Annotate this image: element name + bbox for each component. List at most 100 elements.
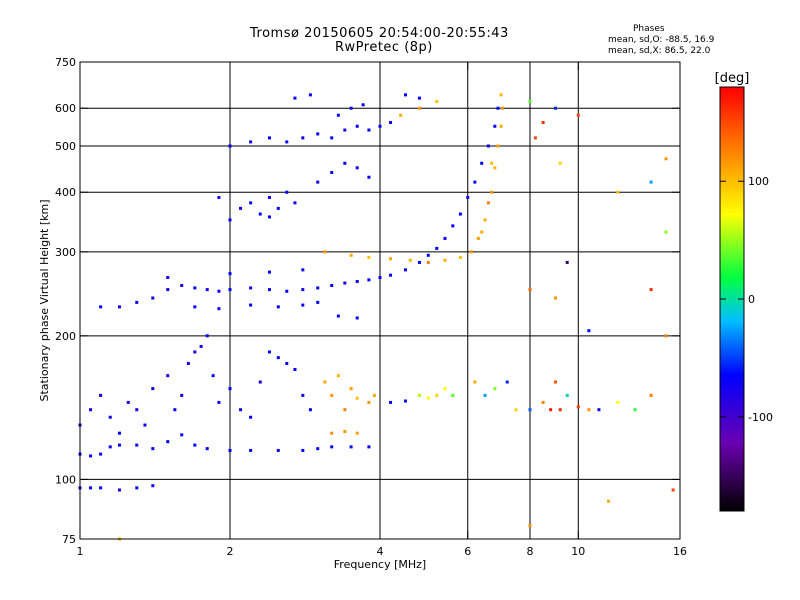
data-point <box>367 255 371 259</box>
data-point <box>501 106 505 110</box>
data-point <box>173 408 177 412</box>
data-point <box>343 161 347 165</box>
data-point <box>285 361 289 365</box>
data-point <box>473 180 477 184</box>
x-tick-label: 1 <box>77 545 84 558</box>
data-point <box>151 447 155 451</box>
y-tick-label: 300 <box>55 246 76 259</box>
data-point <box>664 334 668 338</box>
y-tick-label: 200 <box>55 330 76 343</box>
data-point <box>89 486 93 490</box>
data-point <box>193 286 197 290</box>
x-axis-label: Frequency [MHz] <box>334 558 426 571</box>
y-tick-label: 600 <box>55 102 76 115</box>
data-point <box>135 486 139 490</box>
data-point <box>308 93 312 97</box>
data-point <box>490 190 494 194</box>
colorbar: -100 0 100 [deg] <box>715 71 773 512</box>
data-point <box>316 300 320 304</box>
data-point <box>166 276 170 280</box>
data-point <box>186 361 190 365</box>
colorbar-tick-label: 0 <box>748 293 755 306</box>
data-point <box>378 124 382 128</box>
data-point <box>367 400 371 404</box>
data-point <box>228 387 232 391</box>
data-point <box>217 307 221 311</box>
data-point <box>565 393 569 397</box>
data-point <box>267 195 271 199</box>
data-point <box>403 268 407 272</box>
data-point <box>426 396 430 400</box>
data-point <box>117 305 121 309</box>
data-point <box>576 113 580 117</box>
data-point <box>276 448 280 452</box>
data-point <box>355 396 359 400</box>
data-point <box>389 273 393 277</box>
data-point <box>486 144 490 148</box>
data-point <box>205 334 209 338</box>
colorbar-tick-label: 100 <box>748 175 769 188</box>
data-point <box>458 212 462 216</box>
data-point <box>211 374 215 378</box>
data-point <box>89 454 93 458</box>
data-point <box>576 405 580 409</box>
data-point <box>355 279 359 283</box>
data-point <box>193 443 197 447</box>
data-point <box>228 288 232 292</box>
data-point <box>336 113 340 117</box>
data-point <box>480 230 484 234</box>
data-point <box>249 448 253 452</box>
data-point <box>587 329 591 333</box>
data-point <box>553 380 557 384</box>
data-point <box>228 218 232 222</box>
data-point <box>549 408 553 412</box>
data-point <box>541 121 545 125</box>
data-point <box>343 128 347 132</box>
data-point <box>267 350 271 354</box>
data-point <box>330 393 334 397</box>
data-point <box>528 99 532 103</box>
grid-lines <box>80 62 680 539</box>
data-point <box>166 440 170 444</box>
data-point <box>301 448 305 452</box>
data-point <box>649 393 653 397</box>
data-point <box>558 408 562 412</box>
data-point <box>349 253 353 257</box>
data-point <box>301 393 305 397</box>
data-point <box>435 99 439 103</box>
data-point <box>649 288 653 292</box>
data-point <box>249 303 253 307</box>
y-tick-label: 500 <box>55 140 76 153</box>
data-point <box>308 408 312 412</box>
data-point <box>166 288 170 292</box>
data-point <box>99 486 103 490</box>
colorbar-label: [deg] <box>715 71 750 86</box>
data-point <box>355 316 359 320</box>
data-point <box>355 166 359 170</box>
data-point <box>228 272 232 276</box>
data-point <box>373 393 377 397</box>
y-axis-label: Stationary phase Virtual Height [km] <box>38 199 51 401</box>
data-point <box>389 257 393 261</box>
data-point <box>239 408 243 412</box>
x-tick-label: 10 <box>571 545 585 558</box>
data-point <box>330 283 334 287</box>
chart-subtitle: RwPretec (8p) <box>335 40 433 55</box>
data-point <box>466 195 470 199</box>
data-point <box>426 253 430 257</box>
data-point <box>417 106 421 110</box>
data-point <box>553 106 557 110</box>
data-point <box>664 157 668 161</box>
x-tick-label: 4 <box>377 545 384 558</box>
data-point <box>316 180 320 184</box>
y-tick-label: 750 <box>55 56 76 69</box>
data-point <box>355 124 359 128</box>
data-point <box>367 175 371 179</box>
data-point <box>399 113 403 117</box>
data-point <box>126 400 130 404</box>
data-point <box>349 387 353 391</box>
data-point <box>108 445 112 449</box>
data-point <box>480 161 484 165</box>
data-point <box>343 408 347 412</box>
